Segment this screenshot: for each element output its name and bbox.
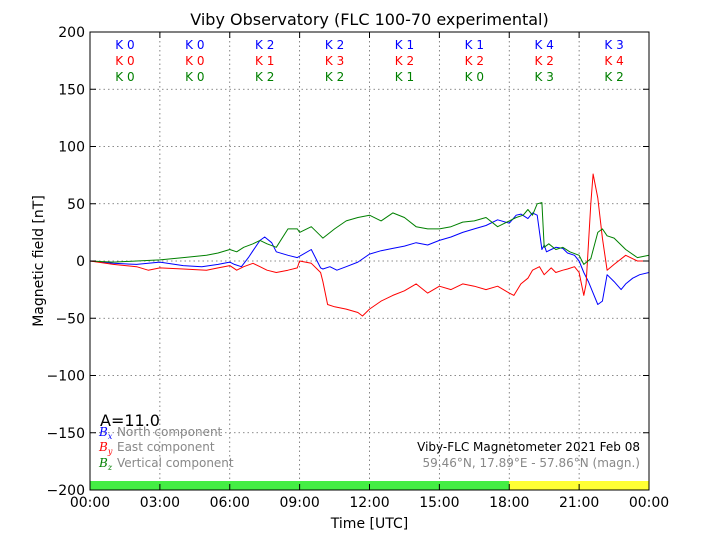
k-index-table: K 0 K 0 K 2 K 2 K 1 K 1 K 4 K 3 K 0 K 0 K 1 K 3 K 2 K… bbox=[115, 38, 623, 84]
axis-ticks: 00:00 03:00 06:00 09:00 12:00 15:00 18:00 21:00… bbox=[47, 25, 670, 511]
k-index-value: K 0 bbox=[185, 54, 204, 68]
k-index-value: K 3 bbox=[325, 54, 344, 68]
y-tick-label: −150 bbox=[47, 426, 85, 442]
k-index-value: K 2 bbox=[395, 54, 414, 68]
k-index-value: K 2 bbox=[325, 70, 344, 84]
k-index-value: K 3 bbox=[604, 38, 623, 52]
series-line-y bbox=[89, 173, 649, 317]
k-index-value: K 0 bbox=[465, 70, 484, 84]
k-index-value: K 2 bbox=[465, 54, 484, 68]
x-tick-label: 15:00 bbox=[419, 495, 459, 511]
y-tick-label: 150 bbox=[58, 82, 85, 98]
legend-symbol-y: By bbox=[98, 440, 113, 456]
x-axis-label: Time [UTC] bbox=[330, 516, 408, 532]
legend-symbol-z: Bz bbox=[98, 456, 113, 472]
a-index-label: A=11.0 bbox=[100, 411, 160, 430]
k-index-value: K 4 bbox=[535, 38, 554, 52]
k-index-value: K 0 bbox=[115, 38, 134, 52]
k-index-value: K 0 bbox=[115, 70, 134, 84]
series-line-z bbox=[89, 202, 650, 265]
k-index-value: K 2 bbox=[535, 54, 554, 68]
k-index-value: K 2 bbox=[255, 38, 274, 52]
y-tick-label: 0 bbox=[76, 254, 85, 270]
k-index-value: K 2 bbox=[604, 70, 623, 84]
legend-label-x: North component bbox=[117, 425, 223, 439]
series-lines bbox=[89, 173, 650, 317]
k-index-value: K 2 bbox=[255, 70, 274, 84]
x-tick-label: 12:00 bbox=[349, 495, 389, 511]
y-tick-label: 200 bbox=[58, 25, 85, 41]
k-index-value: K 4 bbox=[604, 54, 623, 68]
k-index-value: K 1 bbox=[465, 38, 484, 52]
k-index-value: K 1 bbox=[395, 70, 414, 84]
k-index-value: K 0 bbox=[185, 38, 204, 52]
k-index-value: K 2 bbox=[325, 38, 344, 52]
k-index-value: K 1 bbox=[255, 54, 274, 68]
legend-label-z: Vertical component bbox=[117, 456, 234, 470]
coordinates-label: 59.46°N, 17.89°E - 57.86°N (magn.) bbox=[423, 456, 640, 470]
y-tick-label: −100 bbox=[47, 369, 85, 385]
x-tick-label: 21:00 bbox=[559, 495, 599, 511]
k-index-value: K 0 bbox=[185, 70, 204, 84]
y-axis-label: Magnetic field [nT] bbox=[31, 195, 47, 327]
y-tick-label: 100 bbox=[58, 140, 85, 156]
x-tick-label: 06:00 bbox=[210, 495, 250, 511]
x-tick-label: 03:00 bbox=[140, 495, 180, 511]
k-index-value: K 1 bbox=[395, 38, 414, 52]
x-tick-label: 09:00 bbox=[279, 495, 319, 511]
legend-label-y: East component bbox=[117, 440, 215, 454]
grid bbox=[90, 32, 649, 490]
station-label: Viby-FLC Magnetometer 2021 Feb 08 bbox=[417, 440, 640, 454]
x-tick-label: 00:00 bbox=[629, 495, 669, 511]
k-index-value: K 3 bbox=[535, 70, 554, 84]
legend-symbol-x: Bx bbox=[98, 425, 113, 441]
x-tick-label: 18:00 bbox=[489, 495, 529, 511]
x-tick-label: 00:00 bbox=[70, 495, 110, 511]
k-index-value: K 0 bbox=[115, 54, 134, 68]
legend: Bx North component By East component Bz … bbox=[98, 425, 234, 472]
y-tick-label: 50 bbox=[67, 197, 85, 213]
y-tick-label: −50 bbox=[55, 311, 85, 327]
y-tick-label: −200 bbox=[47, 483, 85, 499]
chart-title: Viby Observatory (FLC 100-70 experimenta… bbox=[190, 10, 549, 29]
